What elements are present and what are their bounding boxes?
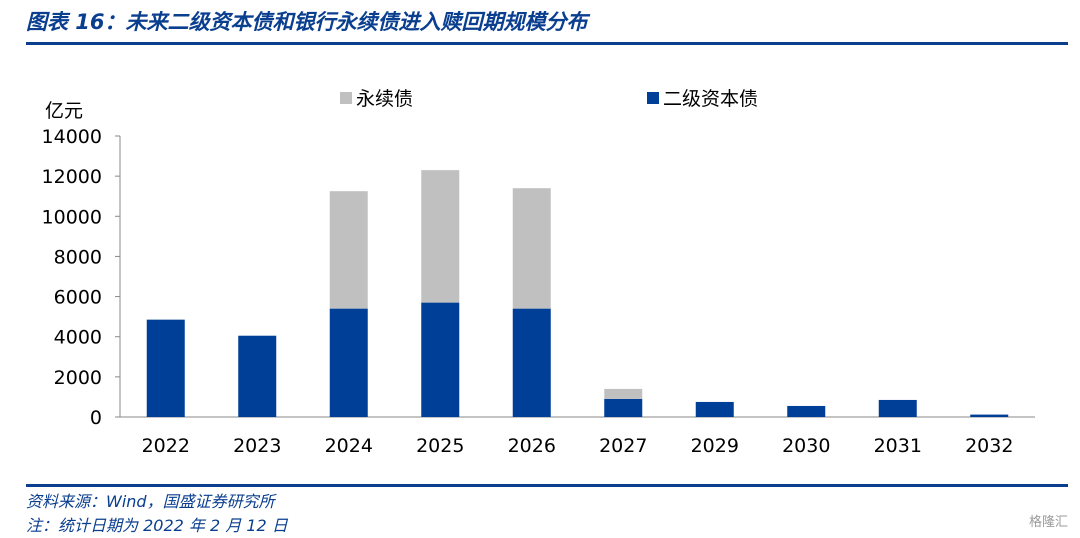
x-tick-label: 2026 xyxy=(508,435,556,457)
bar-perpetual-2026 xyxy=(512,188,551,309)
y-tick-label: 8000 xyxy=(54,246,102,268)
legend-swatch-perpetual xyxy=(340,92,352,104)
bar-tier2-2022 xyxy=(146,319,185,417)
x-tick-label: 2030 xyxy=(782,435,830,457)
x-tick-label: 2025 xyxy=(416,435,464,457)
x-tick-label: 2032 xyxy=(965,435,1013,457)
bar-tier2-2029 xyxy=(695,401,734,417)
legend-label: 永续债 xyxy=(356,88,413,110)
date-note: 注：统计日期为 2022 年 2 月 12 日 xyxy=(26,516,288,535)
y-tick-label: 10000 xyxy=(42,206,102,228)
y-tick-label: 2000 xyxy=(54,367,102,389)
y-tick-label: 4000 xyxy=(54,327,102,349)
y-axis-unit-label: 亿元 xyxy=(45,100,83,122)
y-tick-label: 6000 xyxy=(54,287,102,309)
bar-tier2-2030 xyxy=(787,405,826,417)
bar-perpetual-2024 xyxy=(329,191,368,309)
bar-perpetual-2027 xyxy=(604,388,643,399)
x-tick-label: 2024 xyxy=(325,435,373,457)
bar-tier2-2027 xyxy=(604,398,643,417)
watermark: 格隆汇 xyxy=(1028,515,1068,530)
figure-title: 图表 16：未来二级资本债和银行永续债进入赎回期规模分布 xyxy=(26,10,588,34)
y-tick-label: 0 xyxy=(90,407,102,429)
x-tick-label: 2023 xyxy=(233,435,281,457)
bar-tier2-2026 xyxy=(512,308,551,417)
legend-label: 二级资本债 xyxy=(663,88,758,110)
y-tick-label: 14000 xyxy=(42,126,102,148)
x-tick-label: 2029 xyxy=(691,435,739,457)
footer-rule xyxy=(26,484,1068,487)
bar-tier2-2023 xyxy=(238,335,277,417)
title-rule xyxy=(26,42,1068,45)
y-tick-label: 12000 xyxy=(42,166,102,188)
source-note: 资料来源：Wind，国盛证券研究所 xyxy=(26,492,275,511)
bar-perpetual-2025 xyxy=(421,170,460,303)
legend-swatch-tier2 xyxy=(647,92,659,104)
bar-tier2-2032 xyxy=(970,414,1009,417)
bar-tier2-2024 xyxy=(329,308,368,417)
bar-tier2-2025 xyxy=(421,302,460,417)
x-tick-label: 2022 xyxy=(142,435,190,457)
x-tick-label: 2027 xyxy=(599,435,647,457)
bar-tier2-2031 xyxy=(878,399,917,417)
x-tick-label: 2031 xyxy=(874,435,922,457)
